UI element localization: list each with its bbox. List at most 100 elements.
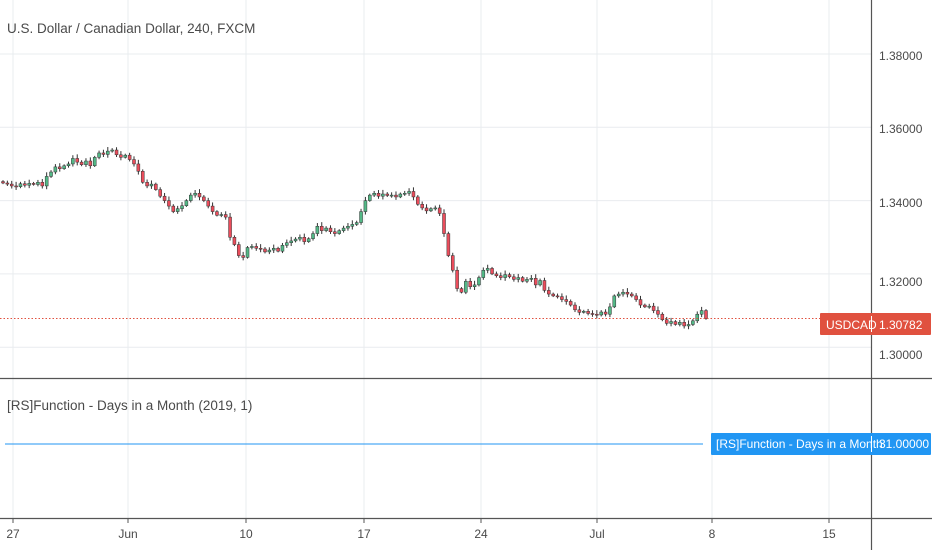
candle-down: [507, 274, 512, 278]
candle-down: [241, 255, 245, 258]
candle-up: [341, 227, 346, 231]
candle-up: [481, 269, 486, 278]
candle-up: [285, 242, 289, 246]
candle-up: [289, 240, 293, 243]
time-axis[interactable]: 27 Jun 10 17 24 Jul 8 15: [6, 519, 836, 541]
candle-up: [84, 160, 88, 165]
candle-down: [603, 311, 608, 315]
candle-up: [472, 284, 477, 287]
candle-up: [621, 291, 625, 295]
candle-down: [455, 269, 459, 289]
candle-up: [92, 157, 97, 167]
time-tick-label: 15: [822, 527, 836, 541]
candle-down: [394, 194, 398, 198]
candle-down: [119, 154, 123, 158]
indicator-tag-name: [RS]Function - Days in a Month: [716, 437, 883, 451]
candle-up: [389, 194, 394, 197]
candle-up: [44, 176, 49, 187]
price-tick-label: 1.32000: [879, 275, 923, 289]
candle-down: [564, 299, 569, 302]
candle-down: [140, 171, 145, 183]
candle-down: [446, 233, 451, 256]
candle-up: [245, 247, 250, 258]
candle-up: [66, 163, 71, 167]
candle-up: [350, 224, 355, 227]
indicator-tag-bg: [711, 433, 931, 455]
candle-down: [468, 280, 472, 287]
candle-down: [568, 301, 573, 306]
candle-down: [276, 247, 280, 252]
candle-down: [228, 216, 232, 238]
candle-down: [573, 304, 577, 311]
candle-up: [315, 226, 320, 234]
candle-down: [162, 195, 167, 201]
candle-down: [490, 268, 494, 275]
candle-down: [88, 160, 93, 167]
candle-down: [223, 214, 228, 218]
candle-down: [643, 304, 647, 308]
candle-up: [271, 247, 276, 251]
candle-up: [298, 237, 302, 240]
candle-up: [62, 165, 66, 169]
candle-down: [145, 182, 149, 187]
candle-down: [114, 149, 119, 156]
candle-down: [660, 313, 665, 320]
candle-up: [678, 322, 682, 325]
candle-up: [669, 321, 673, 324]
candle-up: [149, 183, 154, 187]
candle-up: [402, 193, 407, 195]
candle-down: [197, 193, 202, 198]
candle-down: [560, 296, 564, 300]
candle-up: [477, 277, 481, 286]
candle-up: [337, 230, 341, 234]
candle-up: [429, 208, 433, 212]
candle-down: [40, 182, 45, 187]
candle-down: [202, 196, 206, 201]
candle-down: [302, 237, 307, 242]
candle-up: [123, 154, 128, 158]
candle-down: [9, 183, 14, 187]
candle-up: [608, 306, 612, 315]
candle-down: [5, 182, 10, 185]
candle-up: [324, 227, 328, 231]
candle-down: [23, 183, 27, 186]
grid-lines: [0, 0, 871, 518]
candle-up: [27, 183, 31, 186]
candle-up: [267, 249, 272, 253]
candle-down: [424, 207, 429, 212]
candle-down: [577, 309, 582, 313]
price-tick-label: 1.38000: [879, 49, 923, 63]
candle-up: [581, 311, 586, 313]
candle-up: [485, 268, 490, 271]
indicator-tag-value: 31.00000: [879, 437, 929, 451]
price-axis[interactable]: 1.38000 1.36000 1.34000 1.32000 1.30000: [879, 49, 923, 362]
candle-up: [538, 280, 542, 286]
candle-down: [158, 189, 162, 197]
candle-down: [333, 231, 337, 234]
candle-up: [516, 277, 520, 280]
candle-down: [1, 181, 5, 184]
last-price-symbol: USDCAD: [826, 318, 877, 332]
candle-down: [79, 161, 84, 165]
candle-up: [372, 193, 376, 196]
last-price-tag-bg: [820, 313, 931, 335]
time-tick-label: 10: [239, 527, 253, 541]
candle-up: [647, 305, 651, 308]
candle-down: [704, 310, 708, 319]
candle-down: [625, 291, 630, 295]
candle-down: [437, 207, 442, 214]
candle-up: [525, 279, 529, 282]
candle-down: [630, 293, 634, 297]
candle-down: [31, 183, 36, 185]
candle-down: [651, 305, 656, 311]
indicator-value-tag: [RS]Function - Days in a Month 31.00000: [711, 433, 931, 455]
candle-down: [376, 193, 381, 197]
candle-down: [171, 205, 176, 212]
candle-down: [664, 319, 669, 324]
candle-down: [132, 159, 136, 165]
price-tick-label: 1.30000: [879, 348, 923, 362]
time-tick-label: 8: [709, 527, 716, 541]
last-price-value: 1.30782: [879, 318, 923, 332]
